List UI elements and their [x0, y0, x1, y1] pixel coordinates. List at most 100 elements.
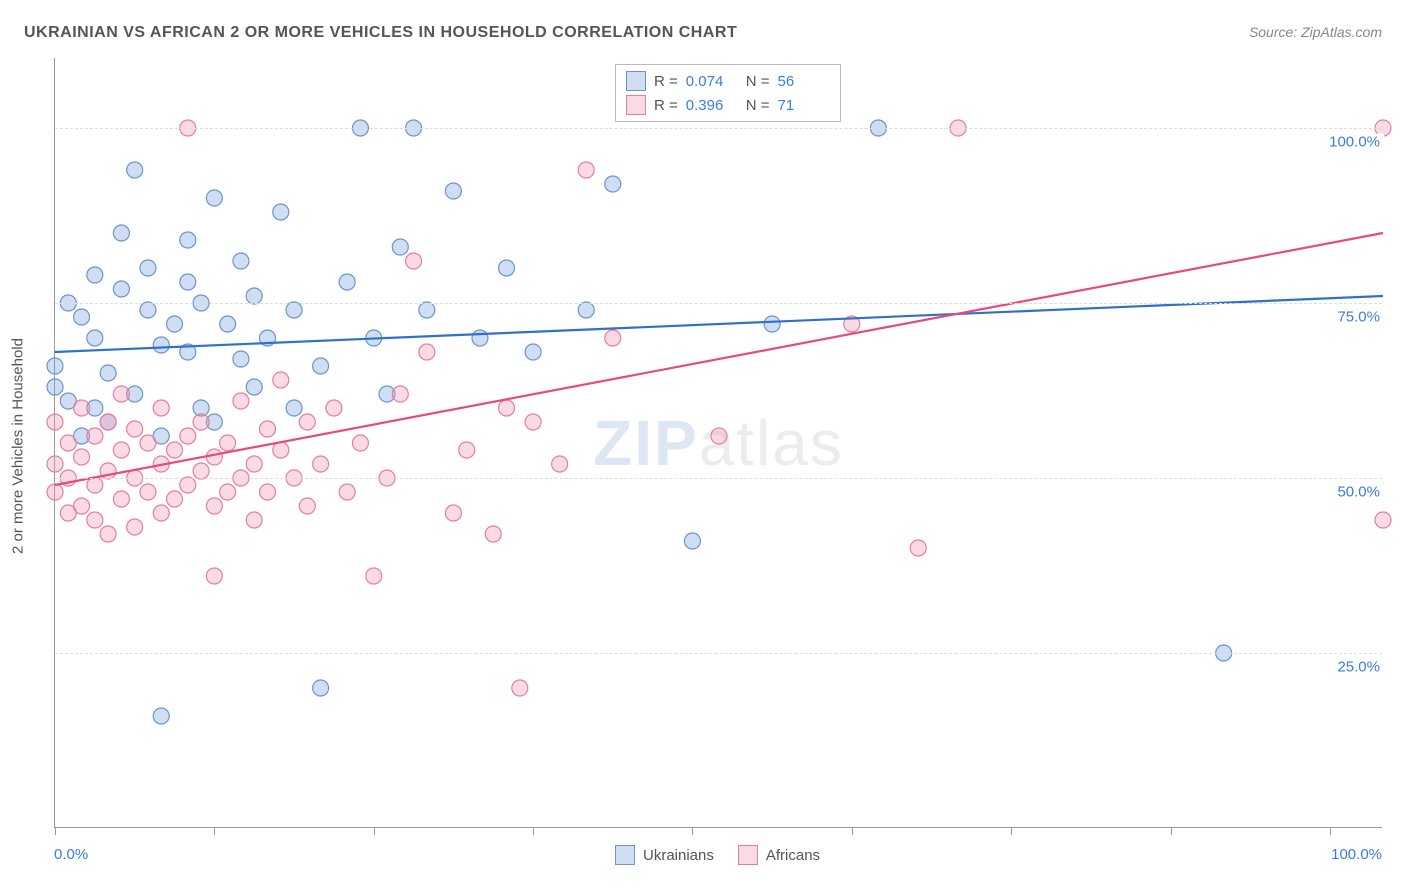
- scatter-point: [47, 456, 63, 472]
- scatter-point: [286, 302, 302, 318]
- scatter-point: [167, 491, 183, 507]
- stat-r-label: R =: [654, 97, 678, 114]
- x-tick: [55, 827, 56, 835]
- gridline: [55, 653, 1382, 654]
- x-tick: [1171, 827, 1172, 835]
- legend-swatch: [738, 845, 758, 865]
- scatter-point: [246, 288, 262, 304]
- scatter-point: [167, 442, 183, 458]
- legend-swatch: [626, 95, 646, 115]
- scatter-point: [113, 225, 129, 241]
- scatter-point: [605, 330, 621, 346]
- legend-series-label: Africans: [766, 847, 820, 864]
- scatter-point: [246, 379, 262, 395]
- x-tick: [1011, 827, 1012, 835]
- scatter-point: [100, 414, 116, 430]
- scatter-point: [47, 484, 63, 500]
- legend-stats: R = 0.074N = 56R = 0.396N = 71: [615, 64, 841, 122]
- scatter-point: [299, 414, 315, 430]
- scatter-point: [406, 253, 422, 269]
- scatter-point: [100, 526, 116, 542]
- scatter-point: [485, 526, 501, 542]
- scatter-point: [193, 463, 209, 479]
- scatter-point: [326, 400, 342, 416]
- scatter-point: [206, 498, 222, 514]
- scatter-point: [113, 491, 129, 507]
- scatter-point: [1375, 512, 1391, 528]
- scatter-point: [74, 309, 90, 325]
- scatter-point: [47, 414, 63, 430]
- scatter-point: [180, 428, 196, 444]
- y-tick-label: 25.0%: [1333, 659, 1384, 676]
- legend-series-label: Ukrainians: [643, 847, 714, 864]
- x-axis-label-min: 0.0%: [54, 846, 88, 863]
- x-tick: [374, 827, 375, 835]
- scatter-point: [113, 386, 129, 402]
- gridline: [55, 128, 1382, 129]
- scatter-point: [246, 512, 262, 528]
- scatter-point: [140, 435, 156, 451]
- scatter-point: [445, 183, 461, 199]
- scatter-point: [233, 393, 249, 409]
- scatter-point: [153, 337, 169, 353]
- scatter-point: [220, 316, 236, 332]
- scatter-point: [684, 533, 700, 549]
- scatter-point: [220, 435, 236, 451]
- scatter-point: [127, 421, 143, 437]
- scatter-point: [339, 484, 355, 500]
- x-tick: [852, 827, 853, 835]
- scatter-point: [74, 449, 90, 465]
- scatter-point: [472, 330, 488, 346]
- legend-series-item: Ukrainians: [615, 845, 714, 865]
- scatter-point: [206, 449, 222, 465]
- scatter-point: [578, 302, 594, 318]
- scatter-point: [153, 505, 169, 521]
- scatter-point: [113, 281, 129, 297]
- scatter-point: [87, 267, 103, 283]
- stat-r-label: R =: [654, 73, 678, 90]
- scatter-point: [273, 372, 289, 388]
- scatter-point: [140, 260, 156, 276]
- legend-series-item: Africans: [738, 845, 820, 865]
- stat-r-value: 0.396: [686, 97, 738, 114]
- stat-r-value: 0.074: [686, 73, 738, 90]
- scatter-point: [153, 708, 169, 724]
- scatter-point: [525, 414, 541, 430]
- scatter-point: [764, 316, 780, 332]
- y-tick-label: 75.0%: [1333, 309, 1384, 326]
- scatter-point: [127, 519, 143, 535]
- x-tick: [692, 827, 693, 835]
- scatter-point: [113, 442, 129, 458]
- scatter-point: [313, 456, 329, 472]
- chart-svg: [55, 58, 1382, 827]
- scatter-point: [259, 421, 275, 437]
- scatter-point: [910, 540, 926, 556]
- scatter-point: [74, 498, 90, 514]
- trend-line: [55, 233, 1383, 485]
- plot-area: ZIPatlas R = 0.074N = 56R = 0.396N = 71 …: [54, 58, 1382, 828]
- x-tick: [214, 827, 215, 835]
- legend-swatch: [615, 845, 635, 865]
- scatter-point: [392, 386, 408, 402]
- scatter-point: [180, 232, 196, 248]
- scatter-point: [499, 260, 515, 276]
- scatter-point: [220, 484, 236, 500]
- scatter-point: [525, 344, 541, 360]
- scatter-point: [87, 512, 103, 528]
- scatter-point: [711, 428, 727, 444]
- scatter-point: [366, 568, 382, 584]
- stat-n-label: N =: [746, 73, 770, 90]
- scatter-point: [419, 302, 435, 318]
- scatter-point: [47, 358, 63, 374]
- scatter-point: [552, 456, 568, 472]
- scatter-point: [459, 442, 475, 458]
- scatter-point: [419, 344, 435, 360]
- stat-n-label: N =: [746, 97, 770, 114]
- gridline: [55, 478, 1382, 479]
- scatter-point: [313, 680, 329, 696]
- scatter-point: [87, 428, 103, 444]
- scatter-point: [140, 484, 156, 500]
- scatter-point: [206, 190, 222, 206]
- scatter-point: [313, 358, 329, 374]
- stat-n-value: 71: [778, 97, 830, 114]
